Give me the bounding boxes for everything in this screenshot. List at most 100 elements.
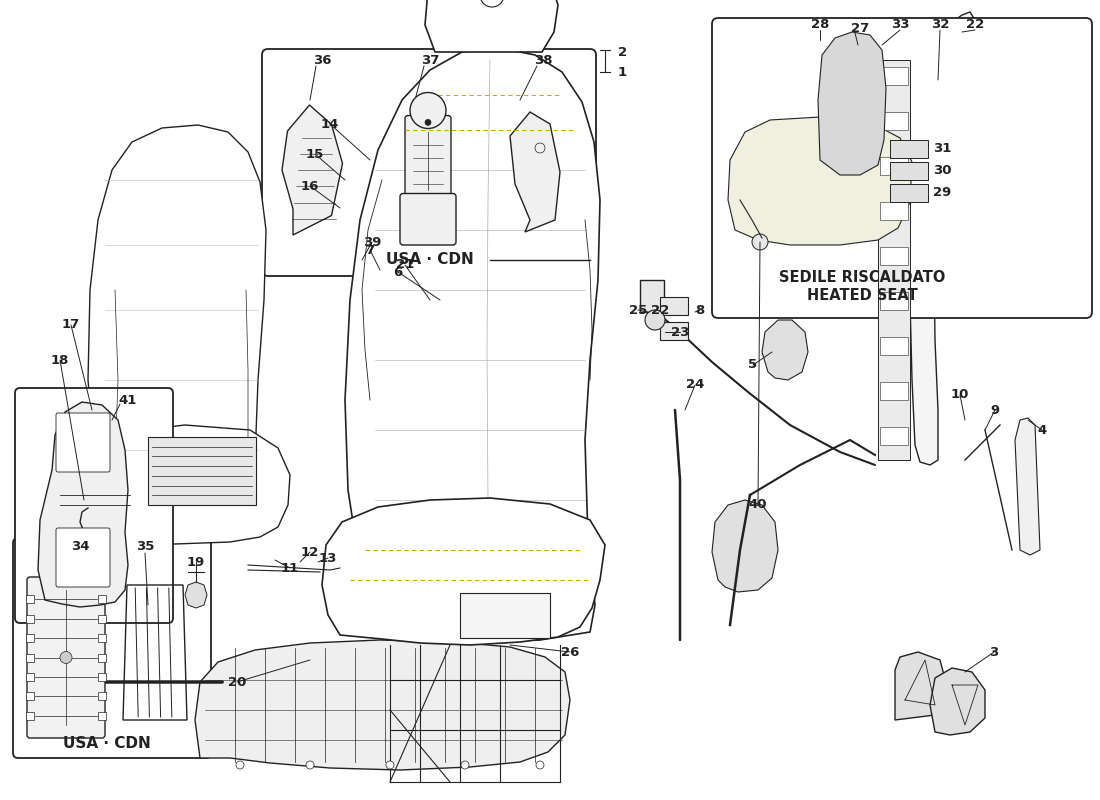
Bar [660, 297, 688, 315]
Bar [98, 595, 106, 603]
Bar [880, 112, 907, 130]
FancyBboxPatch shape [56, 413, 110, 472]
FancyBboxPatch shape [400, 194, 456, 245]
Text: 24: 24 [685, 378, 704, 391]
FancyBboxPatch shape [13, 538, 211, 758]
Polygon shape [818, 32, 886, 175]
Bar [98, 692, 106, 700]
Bar [660, 322, 688, 340]
Text: 31: 31 [933, 142, 952, 155]
Text: 6: 6 [394, 266, 403, 278]
Circle shape [236, 761, 244, 769]
Bar [98, 634, 106, 642]
Bar [640, 280, 664, 312]
Text: 36: 36 [312, 54, 331, 66]
Polygon shape [88, 125, 266, 532]
Bar [26, 654, 34, 662]
Bar [880, 337, 907, 355]
Text: 9: 9 [990, 403, 1000, 417]
Text: USA · CDN: USA · CDN [386, 253, 474, 267]
Bar [880, 247, 907, 265]
Polygon shape [762, 320, 808, 380]
Polygon shape [908, 12, 975, 465]
Circle shape [425, 119, 431, 126]
Text: 22: 22 [966, 18, 984, 31]
Polygon shape [425, 0, 558, 52]
Text: 35: 35 [135, 541, 154, 554]
Circle shape [410, 93, 446, 129]
Bar [890, 184, 928, 202]
Text: 10: 10 [950, 389, 969, 402]
Bar [26, 614, 34, 622]
Text: 7: 7 [365, 243, 375, 257]
Circle shape [461, 761, 469, 769]
FancyBboxPatch shape [28, 577, 105, 738]
FancyBboxPatch shape [405, 115, 451, 206]
Polygon shape [1015, 418, 1040, 555]
Bar [880, 202, 907, 220]
Bar [460, 593, 550, 638]
Text: 4: 4 [1037, 423, 1046, 437]
Text: 34: 34 [70, 541, 89, 554]
Bar [880, 427, 907, 445]
Bar [26, 595, 34, 603]
Polygon shape [72, 425, 290, 544]
Text: 29: 29 [933, 186, 952, 199]
Text: 41: 41 [119, 394, 138, 406]
Text: 8: 8 [695, 303, 705, 317]
Polygon shape [930, 668, 984, 735]
Bar [98, 673, 106, 681]
FancyBboxPatch shape [15, 388, 173, 623]
Text: 38: 38 [534, 54, 552, 66]
Polygon shape [195, 640, 570, 770]
Circle shape [645, 310, 665, 330]
FancyBboxPatch shape [712, 18, 1092, 318]
Text: 5: 5 [748, 358, 758, 371]
Polygon shape [510, 112, 560, 232]
Polygon shape [39, 402, 128, 607]
Circle shape [386, 761, 394, 769]
Text: 22: 22 [651, 303, 669, 317]
Text: 2: 2 [618, 46, 627, 58]
Bar [878, 60, 910, 460]
Polygon shape [728, 117, 912, 245]
Polygon shape [712, 500, 778, 592]
FancyBboxPatch shape [262, 49, 596, 276]
Bar [26, 712, 34, 720]
Text: 39: 39 [363, 235, 382, 249]
Text: 19: 19 [187, 555, 205, 569]
Polygon shape [185, 582, 207, 608]
Circle shape [60, 651, 72, 663]
Polygon shape [895, 652, 948, 720]
Bar [880, 67, 907, 85]
Text: HEATED SEAT: HEATED SEAT [806, 287, 917, 302]
Text: 21: 21 [396, 258, 414, 271]
Text: 15: 15 [306, 147, 324, 161]
Text: 20: 20 [228, 675, 246, 689]
FancyBboxPatch shape [56, 528, 110, 587]
Circle shape [306, 761, 313, 769]
Text: 17: 17 [62, 318, 80, 331]
Bar [98, 712, 106, 720]
Bar [890, 162, 928, 180]
Text: 12: 12 [301, 546, 319, 558]
Text: 3: 3 [989, 646, 999, 658]
Text: 28: 28 [811, 18, 829, 31]
Bar [880, 157, 907, 175]
Text: 25: 25 [629, 303, 647, 317]
Text: 11: 11 [280, 562, 299, 574]
Circle shape [752, 234, 768, 250]
Text: 23: 23 [671, 326, 690, 338]
Bar [98, 654, 106, 662]
Bar [26, 692, 34, 700]
Text: 32: 32 [931, 18, 949, 31]
Polygon shape [322, 498, 605, 645]
Bar [26, 634, 34, 642]
Text: 26: 26 [561, 646, 580, 658]
Text: 13: 13 [319, 551, 338, 565]
Polygon shape [282, 105, 342, 235]
Bar [26, 673, 34, 681]
Text: 37: 37 [421, 54, 439, 66]
Bar [880, 382, 907, 400]
Text: 33: 33 [891, 18, 910, 31]
